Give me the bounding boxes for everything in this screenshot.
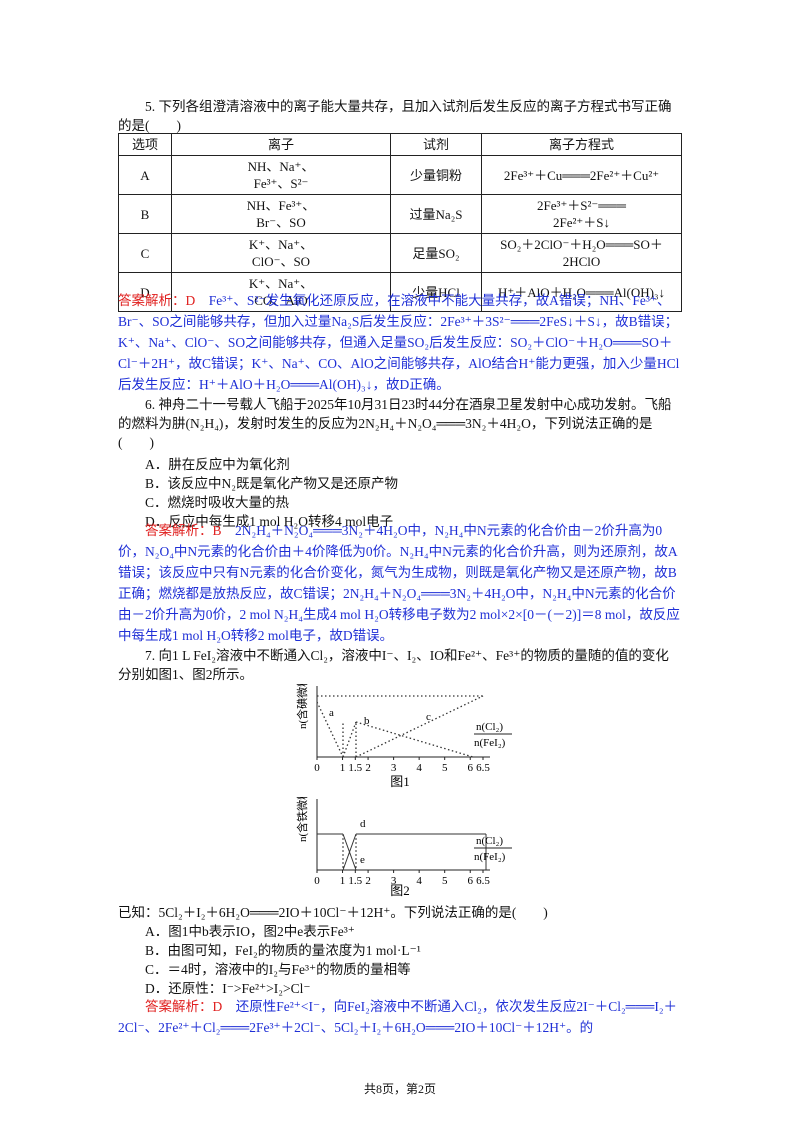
table-cell: A — [118, 155, 172, 195]
question-stem: 7. 向1 L FeI₂溶液中不断通入Cl₂，溶液中I⁻、I₂、IO和Fe²⁺、… — [118, 648, 669, 682]
option: A．图1中b表示IO，图2中e表示Fe³⁺ — [145, 924, 355, 939]
x-tick-label: 1 — [340, 875, 346, 887]
x-den: n(FeI₂) — [474, 851, 506, 863]
question-stem: 5. 下列各组澄清溶液中的离子能大量共存，且加入试剂后发生反应的离子方程式书写正… — [118, 99, 672, 133]
x-tick-label: 1 — [340, 762, 346, 774]
options: A．图1中b表示IO，图2中e表示Fe³⁺ B．由图可知，FeI₂的物质的量浓度为… — [118, 922, 681, 998]
table-row: B NH、Fe³⁺、 Br⁻、SO 过量Na₂S 2Fe³⁺＋S²⁻═══ 2Fe²⁺… — [118, 194, 682, 234]
x-tick-label: 4 — [416, 875, 422, 887]
figure-2: n(Cl₂) n(FeI₂) n(含铁微粒) d e 图2 0 1 1.5 2 3 4 5 6… — [295, 797, 512, 898]
x-tick-label: 4 — [416, 762, 422, 774]
answer-text: Fe³⁺、S²⁻发生氧化还原反应，在溶液中不能大量共存，故A错误；NH、Fe³⁺… — [118, 293, 680, 392]
x-tick-label: 5 — [442, 762, 448, 774]
x-tick-label: 3 — [391, 762, 397, 774]
x-den: n(FeI₂) — [474, 737, 506, 749]
option: D．反应中每生成1 mol H₂O转移4 mol电子 — [145, 514, 394, 529]
x-tick-label: 6 — [467, 762, 473, 774]
table-cell: NH、Fe³⁺、 Br⁻、SO — [171, 194, 391, 234]
x-tick-label: 5 — [442, 875, 448, 887]
option: B．该反应中N₂既是氧化产物又是还原产物 — [145, 476, 398, 491]
curve-label: a — [329, 707, 334, 719]
option: B．由图可知，FeI₂的物质的量浓度为1 mol·L⁻¹ — [145, 943, 421, 958]
ion-table: 选项 离子 试剂 离子方程式 A NH、Na⁺、 Fe³⁺、S²⁻ 少量铜粉 2Fe³⁺＋Cu… — [118, 133, 682, 312]
table-cell: H⁺＋AlO＋H₂O═══Al(OH)₃↓ — [481, 272, 682, 312]
option: D．还原性：I⁻>Fe²⁺>I₂>Cl⁻ — [145, 981, 311, 996]
x-tick-label: 2 — [365, 875, 371, 887]
caption: 图2 — [390, 883, 410, 898]
x-tick-label: 6.5 — [476, 762, 490, 774]
curve-label: c — [426, 711, 431, 723]
table-cell: K⁺、Na⁺、 ClO⁻、SO — [171, 233, 391, 273]
table-cell: SO₂＋2ClO⁻＋H₂O═══SO＋2HClO — [481, 233, 682, 273]
y-label: n(含碘微粒) — [295, 684, 309, 729]
answer-label: 答案解析：B — [145, 523, 222, 538]
table-cell: C — [118, 233, 172, 273]
curve-label: e — [360, 854, 365, 866]
x-num: n(Cl₂) — [476, 721, 503, 733]
table-cell: 过量Na₂S — [390, 194, 482, 234]
x-tick-label: 0 — [314, 875, 320, 887]
curve-label: b — [364, 715, 370, 727]
curves — [316, 695, 484, 758]
table-row: D K⁺、Na⁺、 CO、AlO 少量HCl H⁺＋AlO＋H₂O═══Al(OH)₃… — [118, 272, 682, 312]
x-tick-label: 6 — [467, 875, 473, 887]
x-tick-label: 1.5 — [348, 762, 362, 774]
answer-label: 答案解析：D — [145, 999, 223, 1014]
option: A．肼在反应中为氧化剂 — [145, 457, 290, 472]
x-tick-label: 3 — [391, 875, 397, 887]
curve-label: d — [360, 818, 366, 830]
options: A．肼在反应中为氧化剂 B．该反应中N₂既是氧化产物又是还原产物 C．燃烧时吸收大量… — [118, 455, 681, 531]
table-cell: 足量SO₂ — [390, 233, 482, 273]
table-row: C K⁺、Na⁺、 ClO⁻、SO 足量SO₂ SO₂＋2ClO⁻＋H₂O═══SO＋… — [118, 233, 682, 273]
answer: 答案解析：D Fe³⁺、S²⁻发生氧化还原反应，在溶液中不能大量共存，故A错误；… — [118, 290, 682, 395]
y-label: n(含铁微粒) — [295, 797, 309, 842]
table-cell: 少量HCl — [390, 272, 482, 312]
curves — [317, 833, 487, 871]
table-cell: 2Fe³⁺＋Cu═══2Fe²⁺＋Cu²⁺ — [481, 155, 682, 195]
table-cell: 少量铜粉 — [390, 155, 482, 195]
figure-1: n(Cl₂) n(FeI₂) n(含碘微粒) a b c 图1 0 1 1.5 2 3 4… — [295, 684, 512, 789]
table-cell: B — [118, 194, 172, 234]
x-tick-label: 0 — [314, 762, 320, 774]
footer: 共8页，第2页 — [363, 1082, 436, 1096]
x-tick-label: 2 — [365, 762, 371, 774]
option: C．燃烧时吸收大量的热 — [145, 495, 290, 510]
question-stem: 6. 神舟二十一号载人飞船于2025年10月31日23时44分在酒泉卫星发射中心… — [118, 397, 672, 450]
known: 已知：5Cl₂＋I₂＋6H₂O═══2IO＋10Cl⁻＋12H⁺。下列说法正确的… — [118, 905, 548, 920]
answer-label: 答案解析：D — [118, 293, 196, 308]
answer: 答案解析：D 还原性Fe²⁺<I⁻，向FeI₂溶液中不断通入Cl₂，依次发生反应… — [118, 996, 682, 1038]
caption: 图1 — [390, 774, 410, 789]
option: C．＝4时，溶液中的I₂与Fe³⁺的物质的量相等 — [145, 962, 411, 977]
header-cell: 试剂 — [390, 133, 482, 156]
table-cell: 2Fe³⁺＋S²⁻═══ 2Fe²⁺＋S↓ — [481, 194, 682, 234]
x-num: n(Cl₂) — [476, 835, 503, 847]
table-row: A NH、Na⁺、 Fe³⁺、S²⁻ 少量铜粉 2Fe³⁺＋Cu═══2Fe²⁺＋Cu… — [118, 155, 682, 195]
answer: 答案解析：B 2N₂H₄＋N₂O₄═══3N₂＋4H₂O中，N₂H₄中N元素的化… — [118, 520, 682, 646]
x-tick-label: 1.5 — [348, 875, 362, 887]
table-cell: NH、Na⁺、 Fe³⁺、S²⁻ — [171, 155, 391, 195]
header-cell: 选项 — [118, 133, 172, 156]
x-tick-label: 6.5 — [476, 875, 490, 887]
answer-text: 还原性Fe²⁺<I⁻，向FeI₂溶液中不断通入Cl₂，依次发生反应2I⁻＋Cl₂… — [118, 999, 678, 1035]
header-cell: 离子 — [171, 133, 391, 156]
table-cell: D — [118, 272, 172, 312]
answer-text: 2N₂H₄＋N₂O₄═══3N₂＋4H₂O中，N₂H₄中N元素的化合价由－2价升… — [118, 523, 680, 643]
header-cell: 离子方程式 — [481, 133, 682, 156]
